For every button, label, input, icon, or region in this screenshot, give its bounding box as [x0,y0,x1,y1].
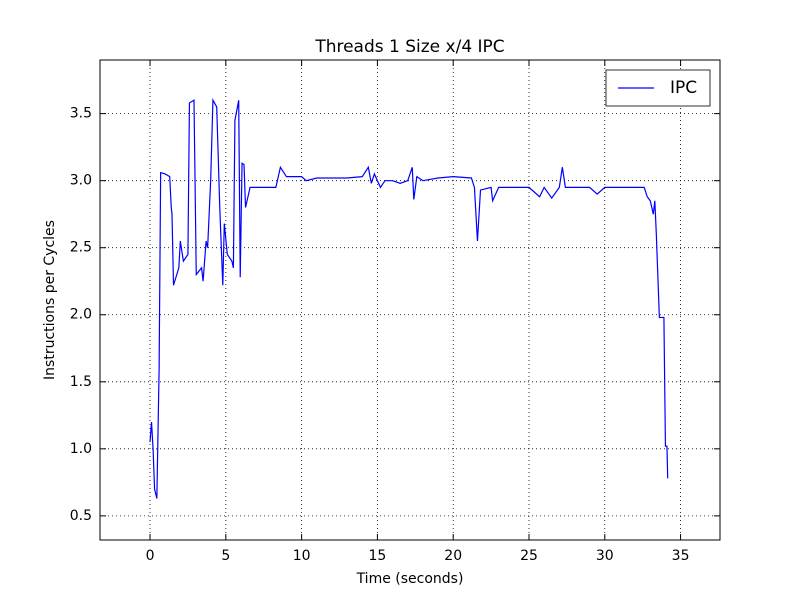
y-tick-label: 2.0 [70,307,92,323]
x-tick-label: 0 [146,548,155,564]
x-tick-label: 20 [444,548,462,564]
x-tick-label: 30 [596,548,614,564]
x-tick-label: 5 [221,548,230,564]
plot-frame [99,59,721,541]
y-tick-label: 2.5 [70,240,92,256]
legend-label: IPC [670,78,697,98]
y-axis-label: Instructions per Cycles [42,220,58,380]
data-line [149,98,669,499]
x-tick-label: 25 [520,548,538,564]
x-axis-label: Time (seconds) [356,571,464,587]
x-tick-label: 15 [368,548,386,564]
y-tick-label: 1.0 [70,441,92,457]
y-tick-label: 3.5 [70,106,92,122]
y-tick-label: 3.0 [70,173,92,189]
x-tick-label: 10 [293,548,311,564]
y-tick-label: 0.5 [70,508,92,524]
y-tick-label: 1.5 [70,374,92,390]
chart-title: Threads 1 Size x/4 IPC [314,37,504,57]
x-tick-label: 35 [672,548,690,564]
